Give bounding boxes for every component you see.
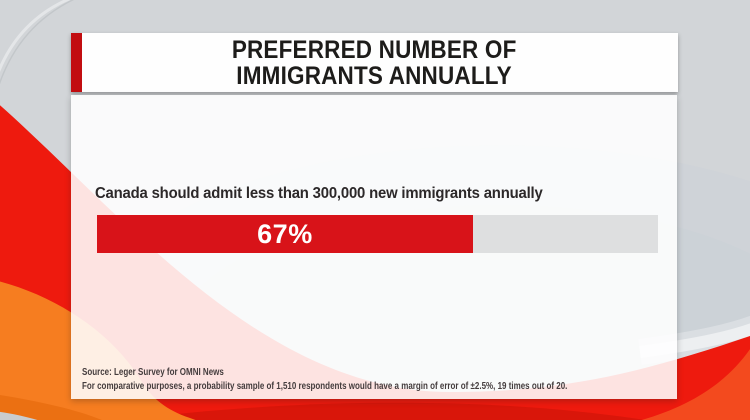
chart-title: PREFERRED NUMBER OF IMMIGRANTS ANNUALLY	[71, 33, 678, 92]
bg-red-dark-band	[124, 402, 645, 420]
title-line-2: IMMIGRANTS ANNUALLY	[236, 61, 513, 90]
bar-track: 67%	[97, 215, 658, 253]
source-block: Source: Leger Survey for OMNI News For c…	[82, 366, 689, 393]
bg-orange-red-corner	[641, 349, 750, 420]
bg-arc-line-light	[0, 0, 71, 73]
bg-orange-dark-band	[0, 394, 102, 420]
bar-value-label: 67%	[257, 218, 313, 249]
source-line: Source: Leger Survey for OMNI News	[82, 367, 224, 378]
bg-arc-line-dark	[0, 0, 75, 85]
title-line-1: PREFERRED NUMBER OF	[232, 35, 517, 64]
chart-card: Canada should admit less than 300,000 ne…	[71, 95, 677, 399]
title-bar: PREFERRED NUMBER OF IMMIGRANTS ANNUALLY	[71, 33, 678, 92]
bg-gray-corner	[0, 411, 38, 420]
footnote-line: For comparative purposes, a probability …	[82, 380, 568, 392]
title-accent-block	[71, 33, 82, 92]
bar-fill: 67%	[97, 215, 473, 253]
bar-category-label: Canada should admit less than 300,000 ne…	[95, 185, 543, 202]
